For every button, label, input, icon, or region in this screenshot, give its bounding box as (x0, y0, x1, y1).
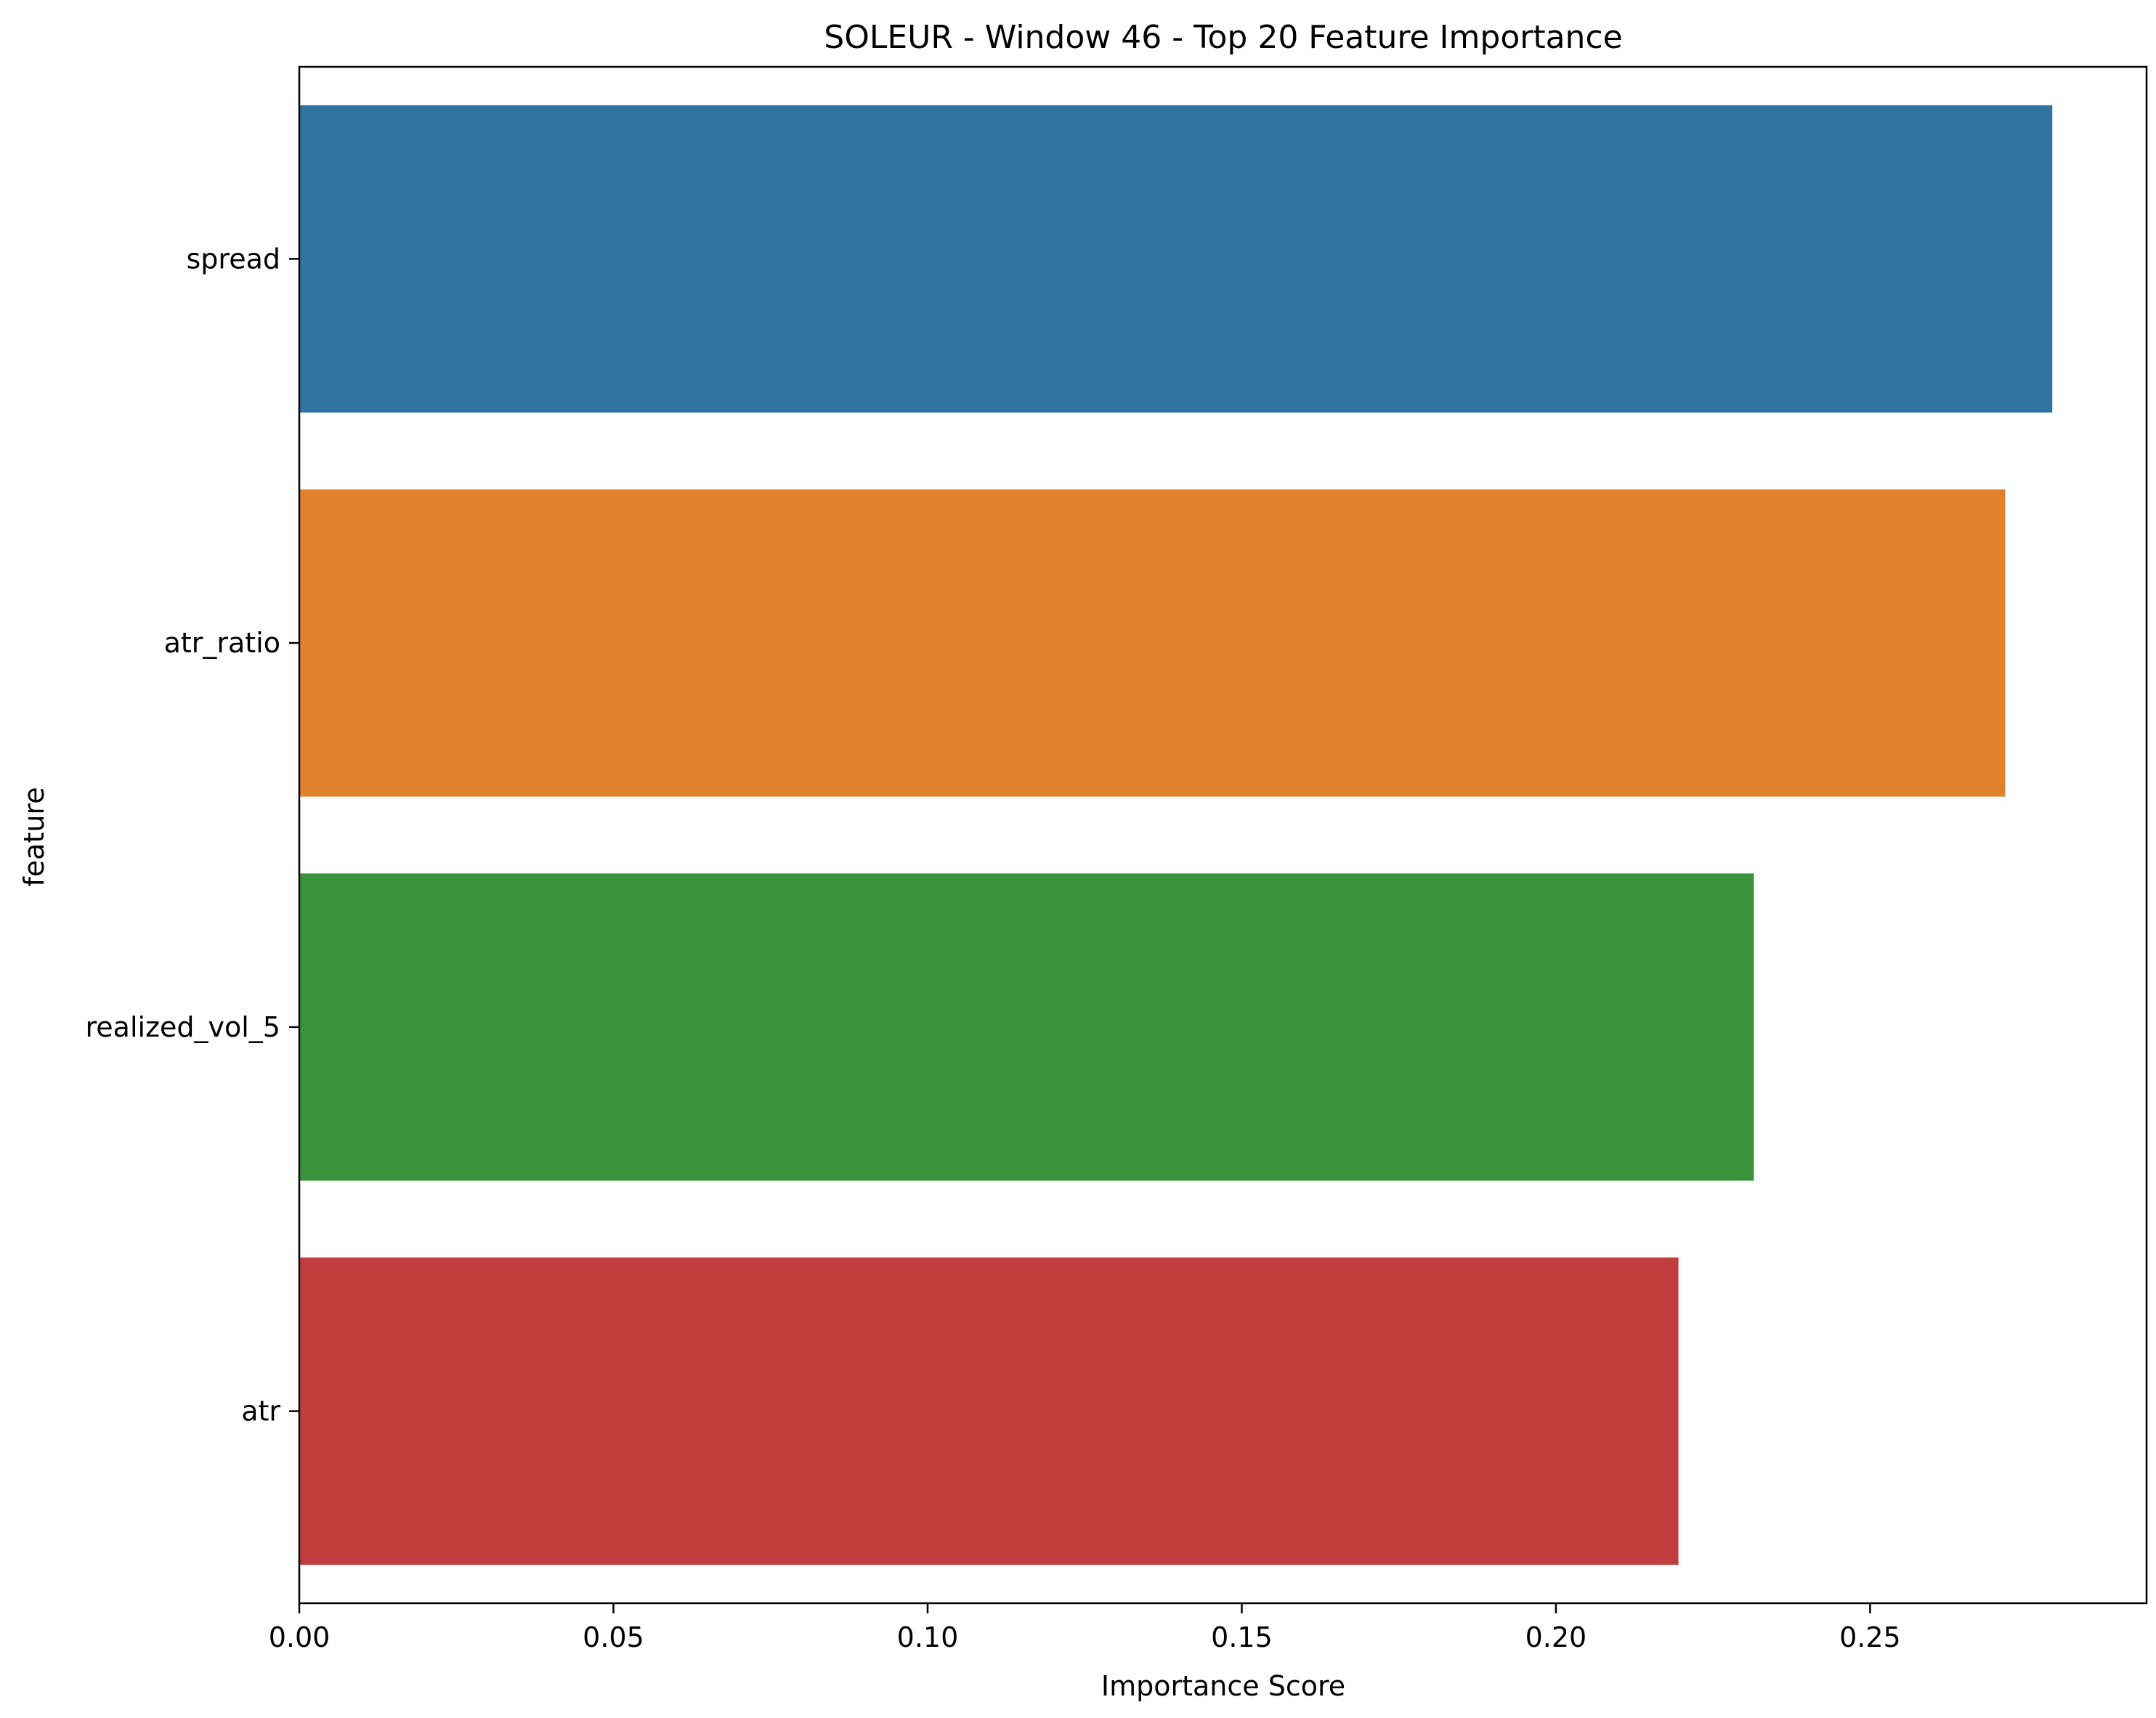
bars-group (299, 105, 2053, 1565)
x-tick-label: 0.20 (1525, 1621, 1587, 1653)
x-tick-label: 0.10 (897, 1621, 959, 1653)
y-axis-label: feature (18, 787, 50, 886)
chart-title: SOLEUR - Window 46 - Top 20 Feature Impo… (824, 19, 1622, 56)
y-tick-label: atr_ratio (164, 627, 280, 659)
x-tick-label: 0.15 (1211, 1621, 1273, 1653)
y-tick-label: realized_vol_5 (86, 1011, 281, 1043)
bar-atr-ratio (299, 489, 2006, 797)
x-axis-label: Importance Score (1101, 1670, 1345, 1702)
bar-spread (299, 105, 2053, 413)
x-tick-label: 0.25 (1839, 1621, 1901, 1653)
x-tick-label: 0.00 (269, 1621, 331, 1653)
bar-atr (299, 1257, 1679, 1565)
plot-frame (298, 65, 2148, 1605)
y-tick-label: spread (187, 243, 281, 275)
bar-realized-vol-5 (299, 873, 1754, 1181)
y-tick-label: atr (241, 1395, 280, 1427)
x-tick-label: 0.05 (583, 1621, 644, 1653)
x-axis-ticks: 0.00 0.05 0.10 0.15 0.20 0.25 (269, 1603, 1901, 1653)
